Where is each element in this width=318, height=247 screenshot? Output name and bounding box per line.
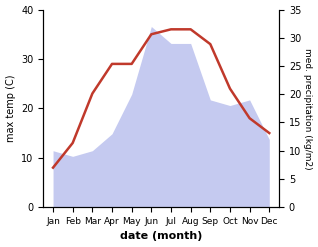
Y-axis label: max temp (C): max temp (C) bbox=[5, 75, 16, 142]
Y-axis label: med. precipitation (kg/m2): med. precipitation (kg/m2) bbox=[303, 48, 313, 169]
X-axis label: date (month): date (month) bbox=[120, 231, 202, 242]
